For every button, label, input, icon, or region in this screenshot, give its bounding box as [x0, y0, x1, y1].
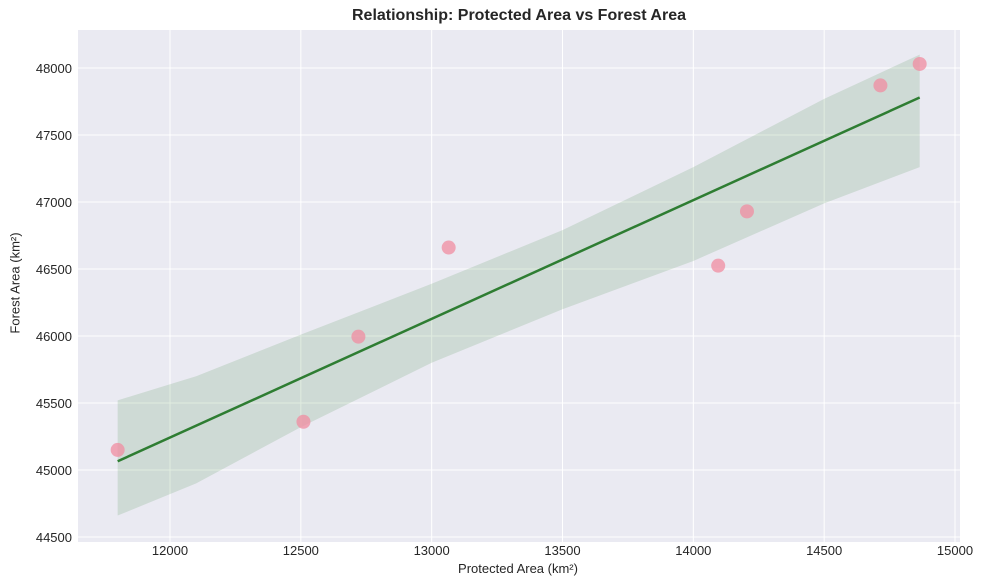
- x-tick-label: 13500: [544, 543, 580, 558]
- x-tick-label: 12000: [152, 543, 188, 558]
- y-tick-label: 45500: [36, 396, 72, 411]
- y-tick-label: 46500: [36, 262, 72, 277]
- grid-lines: [78, 30, 960, 542]
- scatter-points: [110, 56, 927, 457]
- y-tick-label: 47500: [36, 128, 72, 143]
- y-tick-label: 48000: [36, 61, 72, 76]
- data-point: [441, 240, 456, 255]
- y-tick-label: 47000: [36, 195, 72, 210]
- x-tick-label: 14000: [675, 543, 711, 558]
- x-tick-label: 15000: [937, 543, 973, 558]
- x-axis-label: Protected Area (km²): [458, 561, 578, 576]
- x-axis-ticks: 12000 12500 13000 13500 14000 14500 15000: [152, 543, 973, 558]
- fit-line: [117, 96, 921, 463]
- data-point: [873, 78, 888, 93]
- data-point: [351, 329, 366, 344]
- x-tick-label: 14500: [806, 543, 842, 558]
- data-point: [711, 258, 726, 273]
- x-tick-label: 13000: [414, 543, 450, 558]
- y-axis-label: Forest Area (km²): [7, 232, 23, 334]
- y-axis-ticks: 44500 45000 45500 46000 46500 47000 47500 48000: [36, 61, 72, 545]
- data-point: [912, 56, 927, 71]
- chart-title: Relationship: Protected Area vs Forest A…: [351, 7, 687, 24]
- y-tick-label: 46000: [36, 329, 72, 344]
- data-point: [739, 204, 754, 219]
- data-point: [296, 414, 311, 429]
- x-tick-label: 12500: [283, 543, 319, 558]
- confidence-band-area: [117, 54, 920, 516]
- regression-line: [117, 96, 921, 463]
- data-point: [110, 442, 125, 457]
- plot-area: [78, 30, 960, 542]
- y-tick-label: 44500: [36, 530, 72, 545]
- y-tick-label: 45000: [36, 463, 72, 478]
- confidence-band: [117, 54, 920, 516]
